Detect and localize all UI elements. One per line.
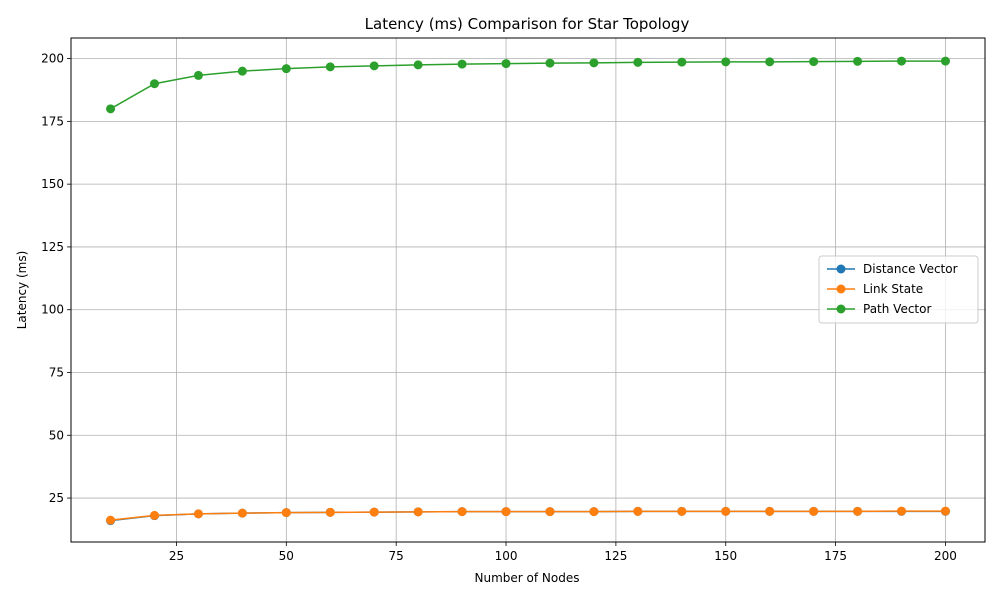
y-axis-label: Latency (ms) bbox=[15, 251, 29, 330]
data-point-link-state bbox=[809, 506, 819, 516]
y-tick-label: 25 bbox=[49, 491, 64, 505]
data-point-path-vector bbox=[281, 64, 291, 74]
y-tick-label: 100 bbox=[41, 303, 64, 317]
data-point-link-state bbox=[237, 508, 247, 518]
data-point-path-vector bbox=[413, 60, 423, 70]
plot-area-frame bbox=[70, 37, 986, 543]
data-point-path-vector bbox=[237, 66, 247, 76]
data-point-link-state bbox=[457, 507, 467, 517]
data-point-link-state bbox=[149, 510, 159, 520]
legend-label-path-vector: Path Vector bbox=[863, 302, 931, 316]
y-axis-ticks: 25 50 75 100 125 150 175 200 bbox=[41, 52, 71, 505]
y-tick-label: 125 bbox=[41, 240, 64, 254]
data-point-link-state bbox=[325, 507, 335, 517]
data-point-path-vector bbox=[721, 57, 731, 67]
legend-label-link-state: Link State bbox=[863, 282, 923, 296]
data-point-path-vector bbox=[940, 56, 950, 66]
data-point-link-state bbox=[501, 507, 511, 517]
x-axis-label: Number of Nodes bbox=[475, 571, 580, 585]
data-point-path-vector bbox=[677, 57, 687, 67]
data-point-link-state bbox=[281, 508, 291, 518]
data-point-link-state bbox=[193, 509, 203, 519]
series-layer bbox=[106, 56, 950, 526]
series-distance-vector bbox=[106, 506, 950, 526]
series-path-vector bbox=[106, 56, 950, 114]
data-point-link-state bbox=[940, 506, 950, 516]
x-tick-label: 75 bbox=[389, 549, 404, 563]
data-point-path-vector bbox=[369, 61, 379, 71]
legend: Distance Vector Link State Path Vector bbox=[818, 255, 979, 324]
x-tick-label: 25 bbox=[169, 549, 184, 563]
data-point-link-state bbox=[545, 507, 555, 517]
data-point-link-state bbox=[853, 506, 863, 516]
data-point-path-vector bbox=[765, 57, 775, 67]
data-point-path-vector bbox=[853, 56, 863, 66]
x-tick-label: 50 bbox=[279, 549, 294, 563]
data-point-path-vector bbox=[501, 59, 511, 69]
series-line-link-state bbox=[110, 510, 946, 521]
data-point-path-vector bbox=[809, 57, 819, 67]
legend-marker-distance-vector bbox=[836, 264, 846, 274]
data-point-link-state bbox=[677, 506, 687, 516]
y-tick-label: 200 bbox=[41, 52, 64, 66]
data-point-path-vector bbox=[149, 79, 159, 89]
y-tick-label: 50 bbox=[49, 428, 64, 442]
data-point-path-vector bbox=[545, 58, 555, 68]
y-tick-label: 175 bbox=[41, 114, 64, 128]
data-point-path-vector bbox=[193, 70, 203, 80]
data-point-link-state bbox=[633, 506, 643, 516]
x-tick-label: 200 bbox=[934, 549, 957, 563]
x-tick-label: 125 bbox=[604, 549, 627, 563]
data-point-link-state bbox=[721, 506, 731, 516]
legend-label-distance-vector: Distance Vector bbox=[863, 262, 958, 276]
data-point-path-vector bbox=[589, 58, 599, 68]
legend-marker-link-state bbox=[836, 284, 846, 294]
legend-marker-path-vector bbox=[836, 304, 846, 314]
data-point-link-state bbox=[413, 507, 423, 517]
data-point-link-state bbox=[589, 507, 599, 517]
legend-box bbox=[818, 255, 979, 324]
data-point-path-vector bbox=[633, 57, 643, 67]
grid-lines bbox=[71, 38, 985, 542]
data-point-link-state bbox=[369, 507, 379, 517]
data-point-path-vector bbox=[106, 104, 116, 114]
x-tick-label: 150 bbox=[714, 549, 737, 563]
series-link-state bbox=[106, 506, 950, 525]
data-point-link-state bbox=[106, 515, 116, 525]
data-point-path-vector bbox=[457, 59, 467, 69]
y-tick-label: 75 bbox=[49, 365, 64, 379]
y-tick-label: 150 bbox=[41, 177, 64, 191]
series-line-path-vector bbox=[110, 60, 946, 110]
data-point-link-state bbox=[897, 506, 907, 516]
chart-title: Latency (ms) Comparison for Star Topolog… bbox=[365, 15, 690, 33]
data-point-path-vector bbox=[897, 56, 907, 66]
data-point-link-state bbox=[765, 506, 775, 516]
x-tick-label: 100 bbox=[495, 549, 518, 563]
x-tick-label: 175 bbox=[824, 549, 847, 563]
x-axis-ticks: 25 50 75 100 125 150 175 200 bbox=[169, 542, 957, 563]
data-point-path-vector bbox=[325, 62, 335, 72]
